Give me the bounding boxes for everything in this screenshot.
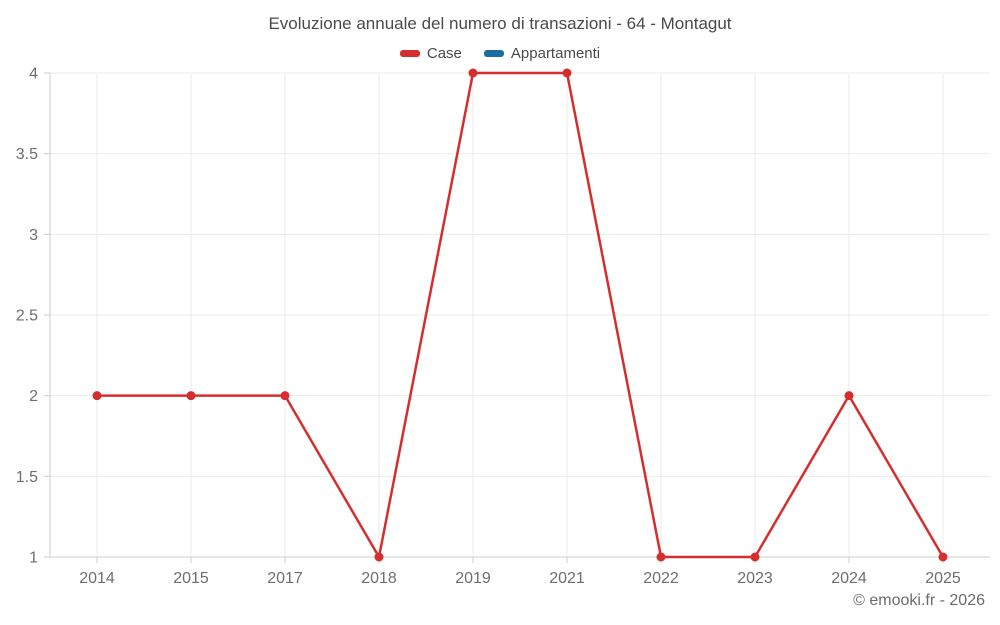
legend-item-case[interactable]: Case <box>399 45 462 62</box>
y-tick-label: 3 <box>29 227 38 244</box>
chart-legend: Case Appartamenti <box>0 45 1000 62</box>
x-tick-label: 2021 <box>549 570 585 587</box>
legend-label: Appartamenti <box>510 45 601 62</box>
x-tick-label: 2014 <box>79 570 115 587</box>
y-tick-label: 2.5 <box>16 308 38 325</box>
data-point-case[interactable] <box>562 68 572 78</box>
x-tick-label: 2025 <box>925 570 961 587</box>
data-point-case[interactable] <box>468 68 478 78</box>
x-tick-label: 2018 <box>361 570 397 587</box>
data-point-case[interactable] <box>844 391 854 401</box>
data-point-case[interactable] <box>92 391 102 401</box>
x-tick-label: 2019 <box>455 570 491 587</box>
legend-item-appartamenti[interactable]: Appartamenti <box>483 45 601 62</box>
y-tick-label: 1 <box>29 550 38 567</box>
watermark: © emooki.fr - 2026 <box>853 592 985 609</box>
legend-swatch-appartamenti <box>483 50 504 57</box>
y-tick-label: 4 <box>29 66 38 83</box>
y-tick-label: 3.5 <box>16 146 38 163</box>
x-tick-label: 2017 <box>267 570 303 587</box>
x-tick-label: 2022 <box>643 570 679 587</box>
y-tick-label: 2 <box>29 388 38 405</box>
data-point-case[interactable] <box>938 552 948 562</box>
data-point-case[interactable] <box>750 552 760 562</box>
series-line-case <box>95 71 945 559</box>
chart-title: Evoluzione annuale del numero di transaz… <box>268 14 732 33</box>
x-tick-label: 2024 <box>831 570 867 587</box>
data-point-case[interactable] <box>374 552 384 562</box>
y-tick-label: 1.5 <box>16 469 38 486</box>
data-point-case[interactable] <box>280 391 290 401</box>
data-point-case[interactable] <box>186 391 196 401</box>
x-tick-label: 2015 <box>173 570 209 587</box>
legend-swatch-case <box>399 50 420 57</box>
x-tick-label: 2023 <box>737 570 773 587</box>
legend-label: Case <box>426 45 462 62</box>
data-point-case[interactable] <box>656 552 666 562</box>
